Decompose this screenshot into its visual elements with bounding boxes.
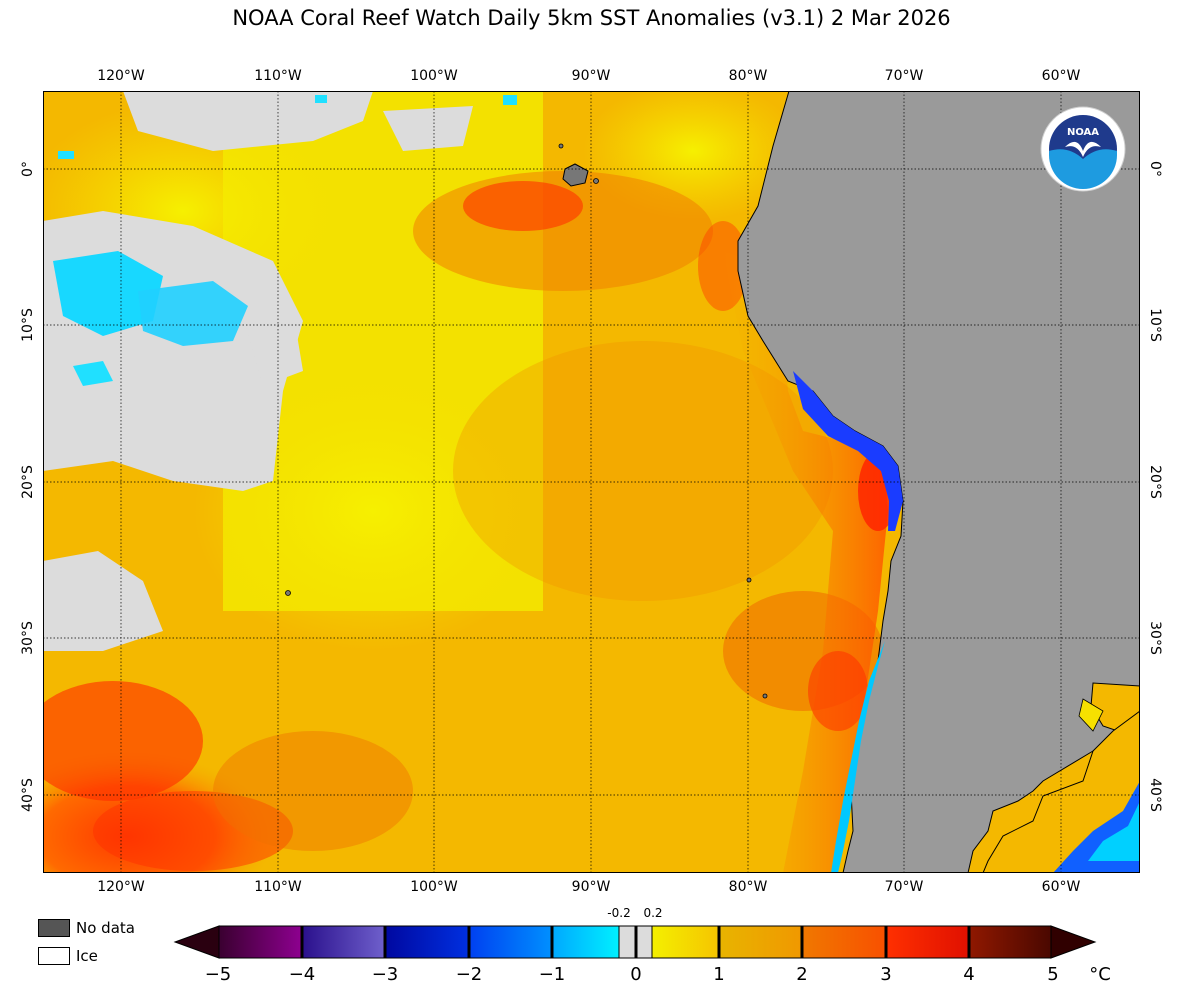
lat-label-left: 10°S [20, 308, 36, 342]
lat-label-left: 0° [20, 161, 36, 177]
lat-label-right: 0° [1147, 161, 1163, 177]
colorbar-segment [219, 926, 302, 958]
sst-anomaly-map: NOAA [43, 91, 1140, 873]
lon-label-bottom: 90°W [571, 879, 611, 895]
island [285, 590, 291, 596]
red-anomaly-patch [93, 791, 293, 871]
lon-label-bottom: 60°W [1041, 879, 1081, 895]
lat-label-right: 10°S [1147, 308, 1163, 342]
orange-anomaly-patch [213, 731, 413, 851]
colorbar-tick-label: 5 [1047, 964, 1059, 985]
ice-swatch [38, 947, 70, 965]
colorbar-tick-label: 1 [713, 964, 725, 985]
colorbar-tick-label: 4 [963, 964, 975, 985]
island [593, 178, 599, 184]
cool-anomaly-patch [53, 251, 163, 336]
island [746, 577, 752, 583]
lat-label-left: 30°S [20, 621, 36, 655]
colorbar-segment [886, 926, 969, 958]
cloud-gap [43, 551, 163, 651]
cloud-gap [123, 91, 373, 151]
cool-anomaly-patch [503, 95, 517, 105]
cloud-gap [243, 311, 303, 386]
lat-label-right: 20°S [1147, 465, 1163, 499]
cool-anomaly-patch [315, 95, 327, 103]
colorbar-tick-label: −4 [288, 964, 316, 985]
orange-anomaly-patch [453, 341, 833, 601]
colorbar-segment [302, 926, 385, 958]
colorbar-segment [719, 926, 802, 958]
lon-label-top: 70°W [884, 68, 924, 84]
cool-anomaly-patch [73, 361, 113, 386]
red-anomaly-patch [808, 651, 868, 731]
ice-label: Ice [76, 947, 98, 965]
lon-label-bottom: 70°W [884, 879, 924, 895]
colorbar-segment [552, 926, 619, 958]
colorbar-tick-label: −1 [538, 964, 566, 985]
lon-label-bottom: 120°W [97, 879, 145, 895]
colorbar-segment [385, 926, 469, 958]
coastal-upwelling [793, 371, 903, 531]
colorbar-tick-label: 3 [880, 964, 892, 985]
lon-label-top: 80°W [728, 68, 768, 84]
colorbar-segment [652, 926, 719, 958]
lat-label-right: 40°S [1147, 778, 1163, 812]
colorbar-tick-label: 0 [630, 964, 642, 985]
colorbar-min-arrow [173, 925, 220, 959]
no-data-label: No data [76, 919, 135, 937]
no-data-swatch [38, 919, 70, 937]
colorbar-segment [969, 926, 1051, 958]
map-border [43, 91, 1140, 873]
lat-label-left: 40°S [20, 778, 36, 812]
galapagos-islands [562, 163, 589, 187]
lon-label-bottom: 100°W [410, 879, 458, 895]
red-anomaly-patch [463, 181, 583, 231]
lat-label-right: 30°S [1147, 621, 1163, 655]
red-anomaly-patch [43, 681, 203, 801]
graticule [43, 91, 1140, 873]
lon-label-bottom: 80°W [728, 879, 768, 895]
colorbar-tick-label: −3 [371, 964, 399, 985]
colorbar-tick-label: −2 [455, 964, 483, 985]
cool-anomaly-patch [138, 281, 248, 346]
colorbar-minor-ticks [618, 926, 653, 958]
cool-anomaly-patch [1088, 801, 1140, 861]
colorbar-small-tick-label: -0.2 [607, 906, 631, 920]
colorbar-max-arrow [1050, 925, 1097, 959]
noaa-logo-text: NOAA [1067, 127, 1099, 138]
colorbar-tick-label: −5 [204, 964, 232, 985]
colorbar-unit: °C [1089, 964, 1111, 985]
lon-label-top: 110°W [254, 68, 302, 84]
lon-label-bottom: 110°W [254, 879, 302, 895]
lon-label-top: 90°W [571, 68, 611, 84]
colorbar [173, 925, 1097, 959]
colorbar-segment [469, 926, 552, 958]
cool-anomaly-patch [58, 151, 74, 159]
lon-label-top: 120°W [97, 68, 145, 84]
coastal-upwelling [831, 641, 885, 873]
atlantic-water [1078, 698, 1104, 732]
lon-label-top: 60°W [1041, 68, 1081, 84]
lat-label-left: 20°S [20, 465, 36, 499]
warm-yellow-patch [193, 371, 553, 651]
lon-label-top: 100°W [410, 68, 458, 84]
noaa-logo: NOAA [1040, 106, 1126, 192]
cloud-gap [383, 106, 473, 151]
map-title: NOAA Coral Reef Watch Daily 5km SST Anom… [232, 6, 951, 30]
island [558, 143, 564, 149]
colorbar-small-tick-label: 0.2 [643, 906, 663, 920]
colorbar-dividers [300, 926, 971, 958]
colorbar-segment [802, 926, 886, 958]
colorbar-tick-label: 2 [796, 964, 808, 985]
island [762, 693, 768, 699]
